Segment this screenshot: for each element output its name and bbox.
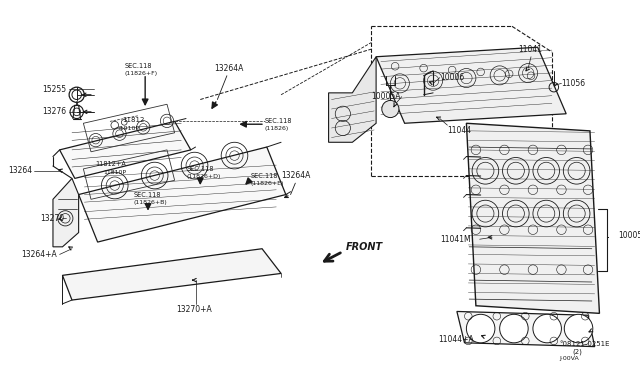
- Text: (11826+E): (11826+E): [251, 181, 284, 186]
- Text: SEC.118: SEC.118: [124, 63, 152, 69]
- Text: (11826): (11826): [265, 126, 289, 131]
- Text: 11044: 11044: [447, 126, 472, 135]
- Text: 11812+A: 11812+A: [96, 161, 127, 167]
- Text: 13270+A: 13270+A: [177, 305, 212, 314]
- Polygon shape: [328, 57, 376, 142]
- Text: J·00VA: J·00VA: [559, 356, 579, 362]
- Text: 13270: 13270: [40, 214, 65, 223]
- Text: 11044+A: 11044+A: [438, 336, 474, 344]
- Text: 10006: 10006: [440, 73, 464, 82]
- Text: 11041M: 11041M: [440, 235, 470, 244]
- Text: 11810P: 11810P: [103, 170, 126, 175]
- Text: 10005A: 10005A: [371, 92, 401, 101]
- Text: (2): (2): [573, 348, 582, 355]
- Text: 11812: 11812: [122, 118, 145, 124]
- Polygon shape: [63, 249, 281, 300]
- Polygon shape: [467, 123, 600, 313]
- Circle shape: [500, 314, 528, 343]
- Polygon shape: [60, 121, 191, 179]
- Text: SEC.118: SEC.118: [187, 166, 214, 172]
- Text: SEC.118: SEC.118: [265, 118, 292, 124]
- Polygon shape: [457, 311, 595, 347]
- Text: SEC.118: SEC.118: [251, 173, 278, 179]
- Text: (11826+B): (11826+B): [134, 200, 168, 205]
- Text: 13276: 13276: [42, 108, 67, 116]
- Text: 13264+A: 13264+A: [22, 250, 58, 259]
- Text: °08121-0251E: °08121-0251E: [559, 341, 610, 347]
- Text: SEC.118: SEC.118: [134, 192, 161, 198]
- Circle shape: [564, 314, 593, 343]
- Polygon shape: [376, 47, 566, 123]
- Text: 13264A: 13264A: [281, 171, 310, 180]
- Text: 13264A: 13264A: [214, 64, 244, 73]
- Circle shape: [382, 100, 399, 118]
- Circle shape: [467, 314, 495, 343]
- Text: 15255: 15255: [42, 84, 67, 94]
- Text: 10005: 10005: [618, 231, 640, 240]
- Polygon shape: [53, 179, 79, 247]
- Circle shape: [533, 314, 561, 343]
- Text: (11826+D): (11826+D): [187, 174, 221, 179]
- Text: 11041: 11041: [518, 45, 543, 54]
- Text: (11826+F): (11826+F): [124, 71, 157, 76]
- Text: i1910P: i1910P: [118, 125, 140, 131]
- Text: 11056: 11056: [561, 79, 586, 88]
- Text: FRONT: FRONT: [346, 242, 383, 252]
- Polygon shape: [79, 147, 286, 242]
- Text: 13264: 13264: [8, 166, 33, 175]
